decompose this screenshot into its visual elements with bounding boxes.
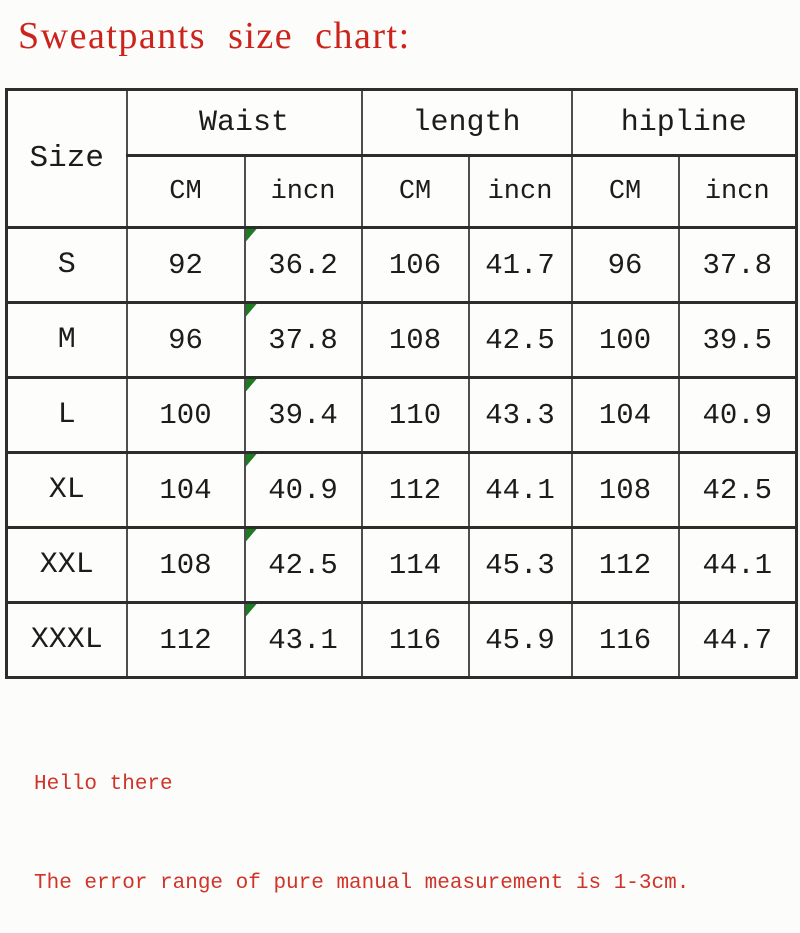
- value-cell: 42.5: [467, 301, 573, 379]
- value-cell: 114: [360, 526, 470, 604]
- value-cell: 36.2: [243, 226, 363, 304]
- footer-note-line1: Hello there: [34, 773, 173, 796]
- header-row-groups: Size Waist length hipline: [5, 88, 798, 229]
- value-cell: 96: [570, 226, 680, 304]
- page-title: Sweatpants size chart:: [18, 15, 411, 57]
- value-cell: 112: [570, 526, 680, 604]
- value-cell: 100: [125, 376, 246, 454]
- header-size: Size: [5, 88, 128, 229]
- header-length: length: [360, 88, 573, 157]
- header-hipline-inch: incn: [677, 154, 798, 229]
- value-cell: 39.5: [677, 301, 798, 379]
- cell-value: 36.2: [268, 248, 338, 282]
- value-cell: 43.1: [243, 601, 363, 679]
- size-cell: S: [5, 226, 128, 304]
- cell-value: 42.5: [268, 548, 338, 582]
- value-cell: 43.3: [467, 376, 573, 454]
- header-hipline: hipline: [570, 88, 798, 157]
- table-row: XXXL 112 43.1 116 45.9 116 44.7: [5, 601, 798, 679]
- value-cell: 42.5: [677, 451, 798, 529]
- value-cell: 45.3: [467, 526, 573, 604]
- table-row: M 96 37.8 108 42.5 100 39.5: [5, 301, 798, 379]
- footer-notes: Hello there The error range of pure manu…: [34, 702, 689, 933]
- header-hipline-cm: CM: [570, 154, 680, 229]
- header-row-units: CM incn CM incn CM incn: [7, 154, 798, 229]
- green-triangle-icon: [246, 455, 257, 467]
- cell-value: 40.9: [268, 473, 338, 507]
- value-cell: 92: [125, 226, 246, 304]
- footer-note-line2: The error range of pure manual measureme…: [34, 872, 690, 895]
- value-cell: 100: [570, 301, 680, 379]
- size-cell: XXXL: [5, 601, 128, 679]
- value-cell: 108: [360, 301, 470, 379]
- size-cell: XXL: [5, 526, 128, 604]
- value-cell: 112: [360, 451, 470, 529]
- header-length-cm: CM: [360, 154, 470, 229]
- value-cell: 37.8: [677, 226, 798, 304]
- header-waist-cm: CM: [125, 154, 246, 229]
- value-cell: 45.9: [467, 601, 573, 679]
- header-waist: Waist: [125, 88, 363, 157]
- value-cell: 41.7: [467, 226, 573, 304]
- green-triangle-icon: [246, 305, 257, 317]
- green-triangle-icon: [246, 230, 257, 242]
- value-cell: 104: [125, 451, 246, 529]
- table-row: XXL 108 42.5 114 45.3 112 44.1: [5, 526, 798, 604]
- header-waist-inch: incn: [243, 154, 363, 229]
- value-cell: 42.5: [243, 526, 363, 604]
- size-chart-table: Size Waist length hipline CM incn CM inc…: [5, 88, 799, 679]
- value-cell: 112: [125, 601, 246, 679]
- value-cell: 96: [125, 301, 246, 379]
- value-cell: 104: [570, 376, 680, 454]
- value-cell: 44.1: [467, 451, 573, 529]
- value-cell: 116: [570, 601, 680, 679]
- value-cell: 37.8: [243, 301, 363, 379]
- value-cell: 40.9: [677, 376, 798, 454]
- cell-value: 43.1: [268, 623, 338, 657]
- size-cell: XL: [5, 451, 128, 529]
- green-triangle-icon: [246, 380, 257, 392]
- value-cell: 116: [360, 601, 470, 679]
- value-cell: 108: [570, 451, 680, 529]
- green-triangle-icon: [246, 605, 257, 617]
- value-cell: 110: [360, 376, 470, 454]
- value-cell: 44.7: [677, 601, 798, 679]
- green-triangle-icon: [246, 530, 257, 542]
- size-cell: L: [5, 376, 128, 454]
- value-cell: 39.4: [243, 376, 363, 454]
- value-cell: 44.1: [677, 526, 798, 604]
- size-cell: M: [5, 301, 128, 379]
- value-cell: 40.9: [243, 451, 363, 529]
- cell-value: 39.4: [268, 398, 338, 432]
- cell-value: 37.8: [268, 323, 338, 357]
- value-cell: 108: [125, 526, 246, 604]
- table-row: S 92 36.2 106 41.7 96 37.8: [5, 226, 798, 304]
- table-row: L 100 39.4 110 43.3 104 40.9: [5, 376, 798, 454]
- header-length-inch: incn: [467, 154, 573, 229]
- table-row: XL 104 40.9 112 44.1 108 42.5: [5, 451, 798, 529]
- value-cell: 106: [360, 226, 470, 304]
